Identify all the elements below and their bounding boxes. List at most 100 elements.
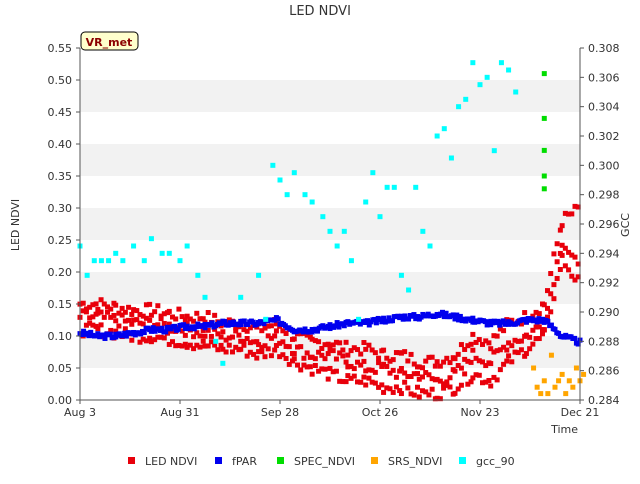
point-fpar [107,331,113,337]
point-led-ndvi [504,358,510,364]
point-gcc-90 [263,316,269,322]
point-led-ndvi [501,328,507,334]
point-led-ndvi [515,338,521,344]
site-label: VR_met [86,36,133,49]
x-tick-label: Aug 31 [161,406,200,419]
point-led-ndvi [226,317,232,323]
point-led-ndvi [569,211,575,217]
point-led-ndvi [337,378,343,384]
point-led-ndvi [197,344,203,350]
point-led-ndvi [522,310,528,316]
point-led-ndvi [557,227,563,233]
point-led-ndvi [101,301,107,307]
point-led-ndvi [87,304,93,310]
point-led-ndvi [95,326,101,332]
point-led-ndvi [215,331,221,337]
point-led-ndvi [393,374,399,380]
point-srs-ndvi [581,371,587,377]
site-label-badge: VR_met [80,31,139,51]
point-led-ndvi [462,356,468,362]
point-fpar [138,331,144,337]
point-led-ndvi [197,333,203,339]
point-led-ndvi [113,302,119,308]
y-tick-label-left: 0.40 [48,138,73,151]
point-led-ndvi [316,368,322,374]
point-srs-ndvi [559,371,565,377]
point-fpar [440,309,445,315]
point-led-ndvi [512,337,518,343]
point-led-ndvi [148,339,154,345]
point-led-ndvi [363,368,369,374]
point-led-ndvi [358,379,364,385]
point-led-ndvi [170,339,175,345]
point-led-ndvi [372,350,378,356]
point-led-ndvi [390,357,396,363]
point-led-ndvi [509,359,515,365]
point-led-ndvi [327,343,333,349]
point-led-ndvi [291,336,297,342]
point-gcc-90 [498,60,504,66]
point-led-ndvi [309,371,315,377]
point-spec-ndvi [541,115,547,121]
point-led-ndvi [325,351,331,357]
point-fpar [336,324,342,330]
point-gcc-90 [177,258,183,264]
point-led-ndvi [536,336,542,342]
point-led-ndvi [265,333,271,339]
point-led-ndvi [437,396,443,402]
point-led-ndvi [90,314,96,320]
point-led-ndvi [387,386,393,392]
point-led-ndvi [473,339,479,345]
point-led-ndvi [515,350,521,356]
point-led-ndvi [291,356,297,362]
y-tick-label-right: 0.284 [588,394,620,407]
point-led-ndvi [173,343,179,349]
point-led-ndvi [241,342,247,348]
y-tick-label-left: 0.20 [48,266,73,279]
point-led-ndvi [480,380,485,386]
point-led-ndvi [309,336,315,342]
point-led-ndvi [494,348,500,354]
point-led-ndvi [333,368,339,374]
point-led-ndvi [559,223,565,229]
point-led-ndvi [119,305,125,311]
point-led-ndvi [93,301,99,307]
point-led-ndvi [286,344,292,350]
legend-label: LED NDVI [145,455,197,468]
point-gcc-90 [256,272,262,278]
point-led-ndvi [444,382,450,388]
point-led-ndvi [468,379,474,385]
point-gcc-90 [91,258,97,264]
point-led-ndvi [184,344,190,350]
point-led-ndvi [434,376,440,382]
point-led-ndvi [506,353,512,359]
point-led-ndvi [330,348,336,354]
grid-band [80,368,580,400]
point-led-ndvi [402,379,408,385]
point-led-ndvi [101,314,107,320]
point-led-ndvi [277,354,283,360]
point-led-ndvi [244,353,250,359]
point-led-ndvi [205,309,211,315]
point-led-ndvi [426,392,432,398]
point-led-ndvi [262,354,268,360]
point-led-ndvi [256,342,262,348]
point-led-ndvi [447,384,453,390]
y-tick-label-right: 0.294 [588,247,620,260]
point-led-ndvi [494,333,500,339]
point-led-ndvi [187,342,193,348]
point-gcc-90 [370,170,376,176]
point-led-ndvi [554,241,560,247]
point-led-ndvi [122,309,128,315]
point-fpar [229,322,235,328]
x-tick-label: Aug 3 [64,406,96,419]
point-gcc-90 [513,89,519,95]
point-led-ndvi [241,338,247,344]
x-tick-label: Dec 21 [561,406,600,419]
point-led-ndvi [501,361,507,367]
point-led-ndvi [491,349,497,355]
point-led-ndvi [283,355,289,361]
point-led-ndvi [187,316,193,322]
point-led-ndvi [176,342,182,348]
point-led-ndvi [170,314,175,320]
